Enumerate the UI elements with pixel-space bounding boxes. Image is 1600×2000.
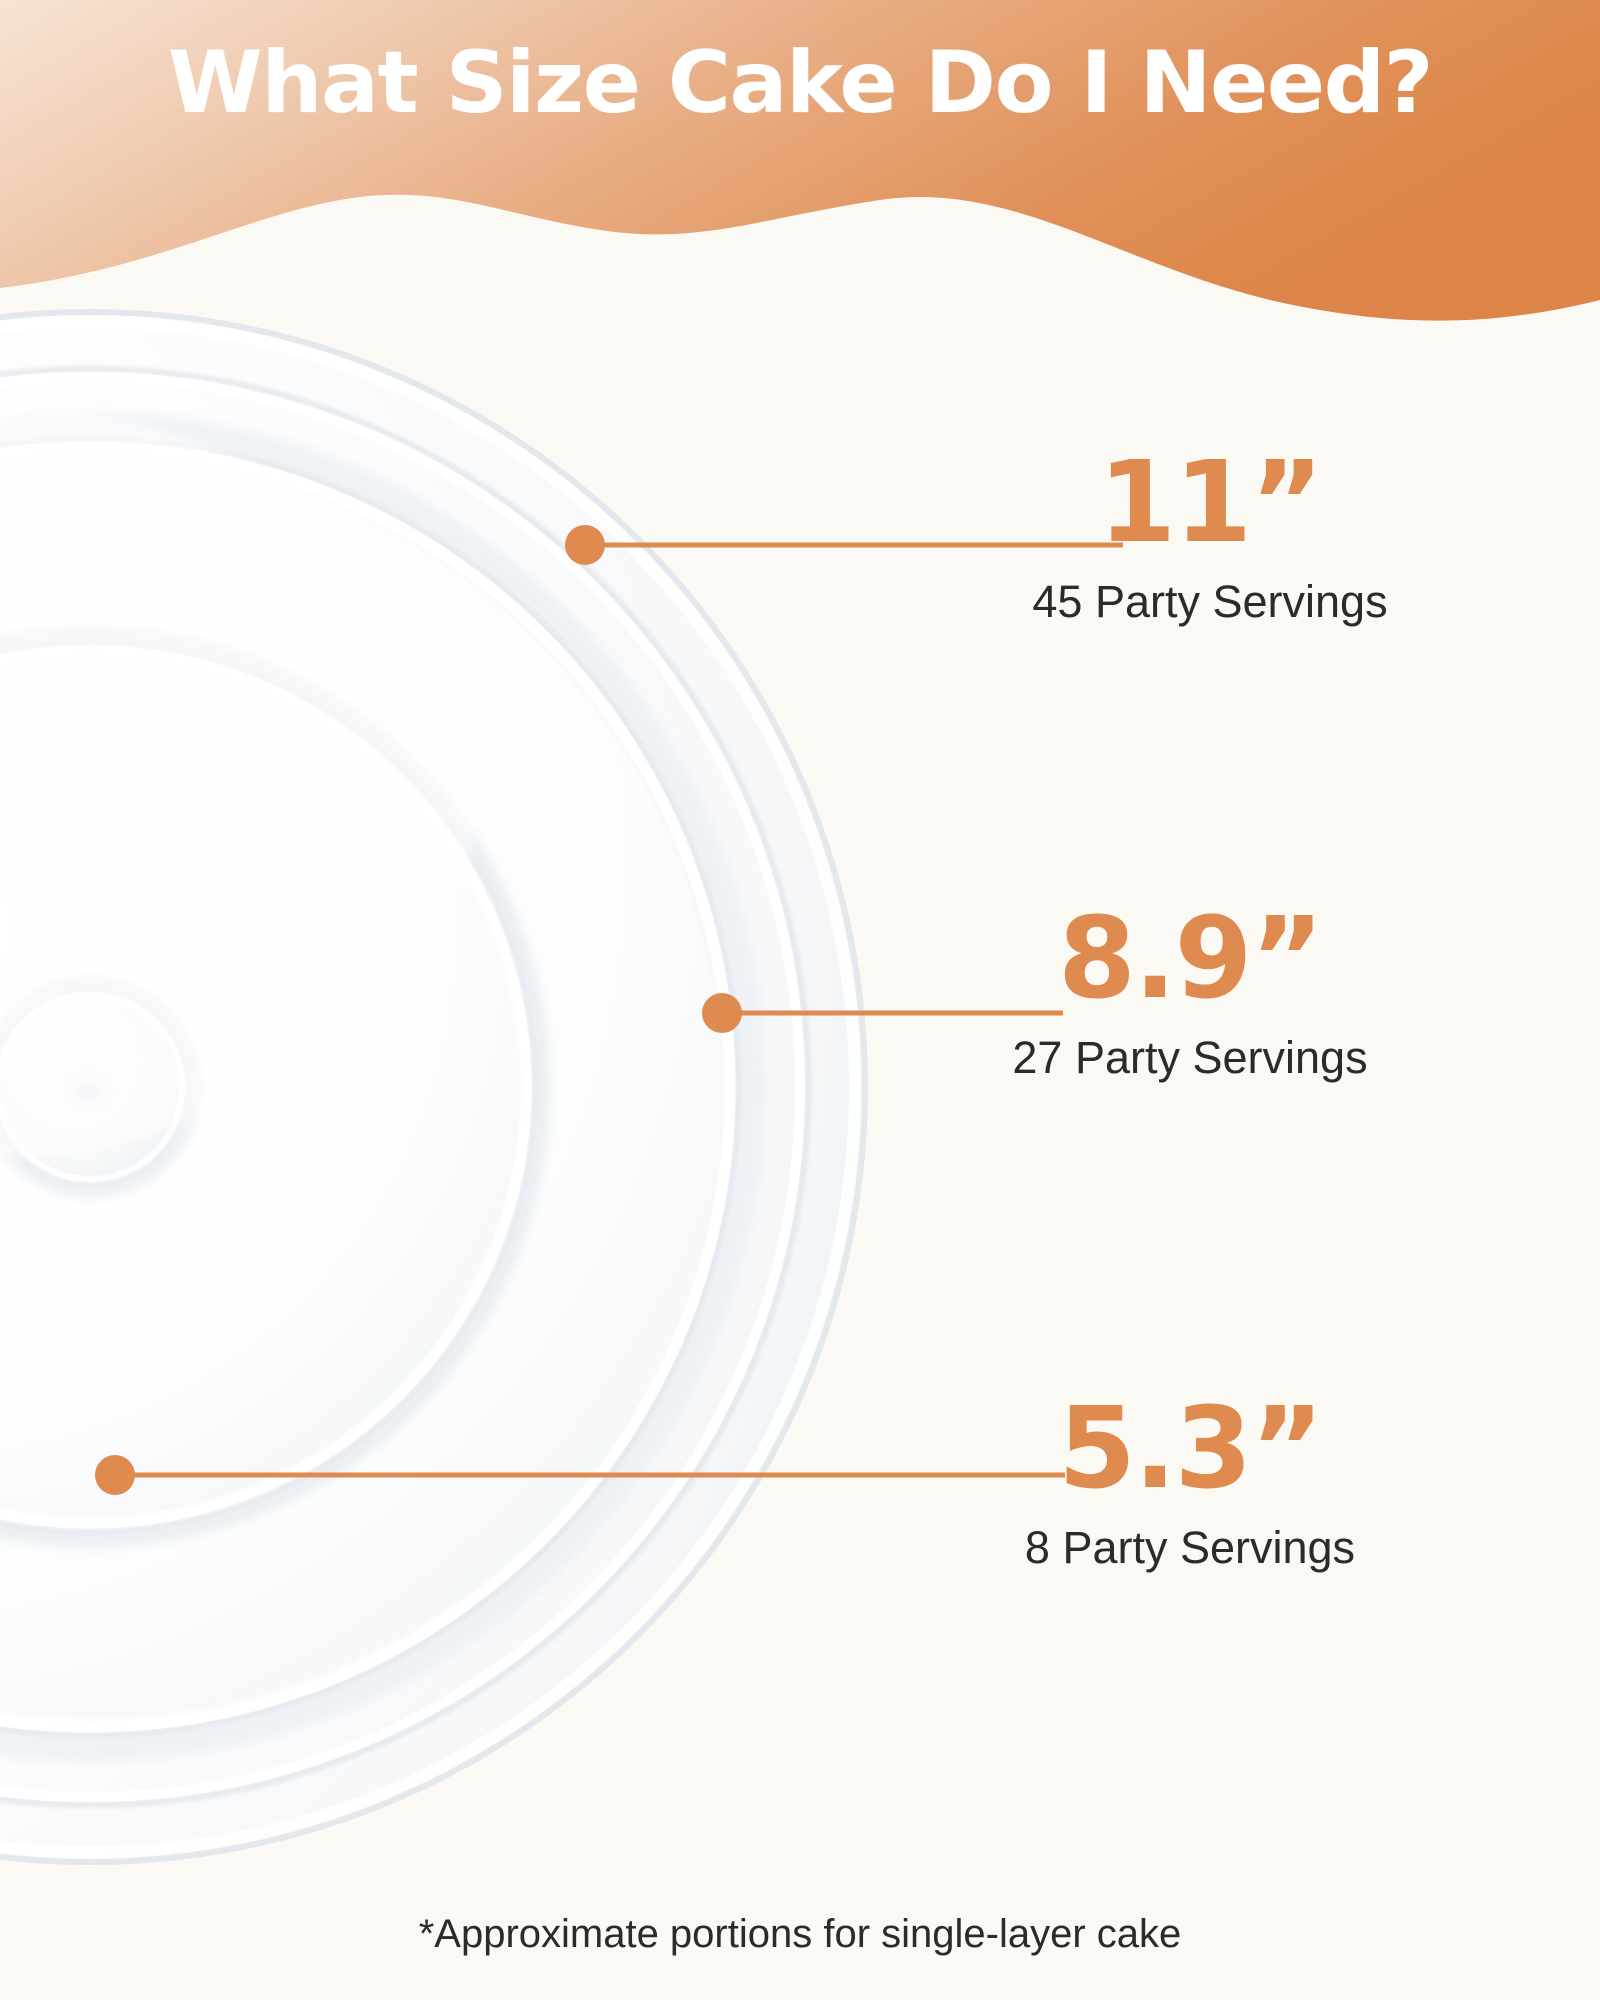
header-band: What Size Cake Do I Need? <box>0 0 1600 340</box>
callout-8-9-inch: 8.9” 27 Party Servings <box>900 894 1480 1084</box>
servings-label-89: 27 Party Servings <box>1012 1032 1368 1084</box>
page-title: What Size Cake Do I Need? <box>167 33 1434 133</box>
callout-5-3-inch: 5.3” 8 Party Servings <box>900 1384 1480 1574</box>
callout-11-inch: 11” 45 Party Servings <box>930 438 1490 628</box>
servings-label-11: 45 Party Servings <box>1032 576 1388 628</box>
size-label-89: 8.9” <box>1057 894 1324 1024</box>
size-label-11: 11” <box>1098 438 1323 568</box>
footnote-text: *Approximate portions for single-layer c… <box>418 1912 1182 1956</box>
size-label-53: 5.3” <box>1057 1384 1324 1514</box>
servings-label-53: 8 Party Servings <box>1024 1522 1356 1574</box>
